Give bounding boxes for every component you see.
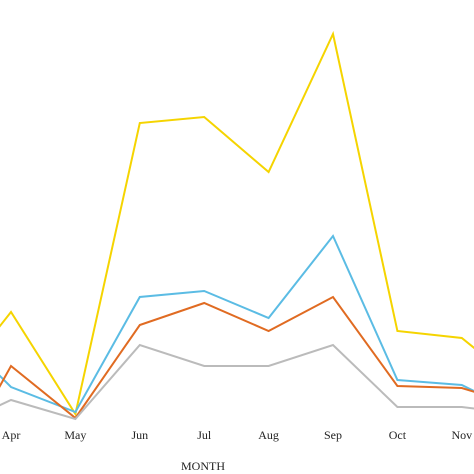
x-tick-label: Nov [451, 428, 472, 442]
series-line-2 [0, 234, 474, 414]
series-line-4 [0, 343, 474, 421]
x-tick-label: Sep [324, 428, 342, 442]
series-lines [0, 30, 474, 421]
x-tick-label: Jun [131, 428, 148, 442]
series-line-3 [0, 295, 474, 420]
x-tick-label: Jul [197, 428, 212, 442]
x-tick-label: Apr [2, 428, 21, 442]
x-tick-label: Aug [258, 428, 279, 442]
x-tick-label: May [64, 428, 86, 442]
x-axis-label: MONTH [181, 459, 225, 473]
x-tick-label: Oct [389, 428, 407, 442]
x-tick-labels: Apr May Jun Jul Aug Sep Oct Nov [2, 428, 472, 442]
series-line-1 [0, 30, 474, 417]
